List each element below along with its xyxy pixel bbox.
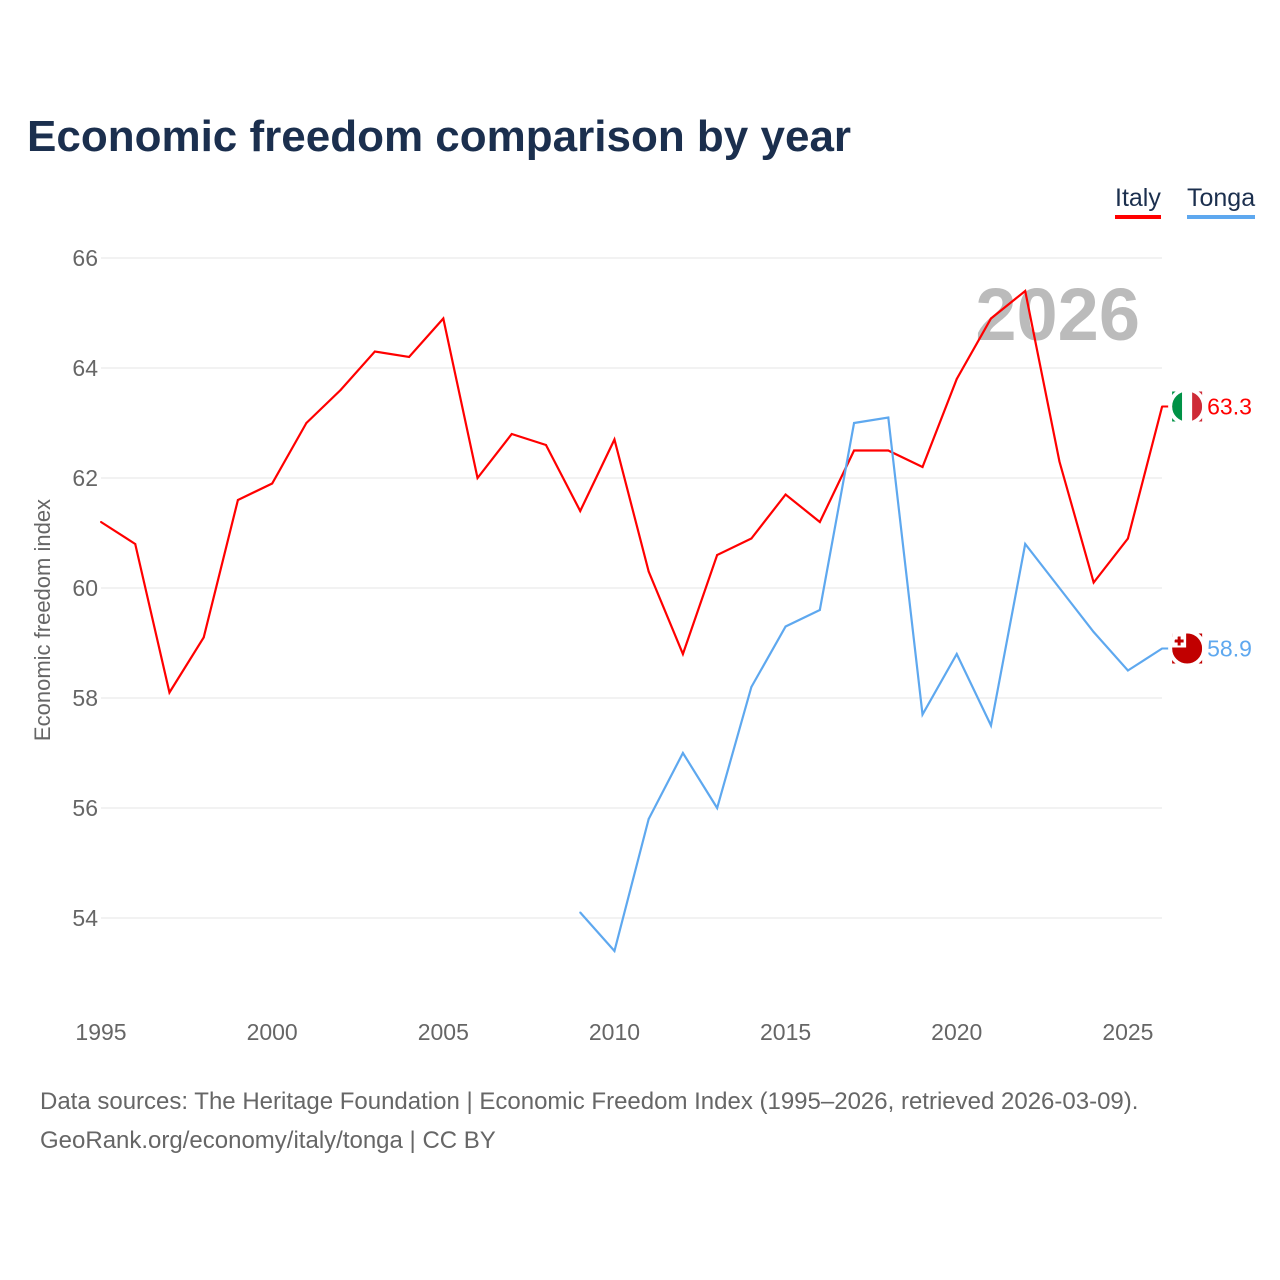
data-point — [853, 422, 856, 424]
data-point — [716, 554, 719, 556]
series-line-tonga — [579, 416, 1163, 954]
data-point — [955, 653, 958, 655]
data-point — [921, 713, 924, 716]
end-value-label: 58.9 — [1207, 636, 1252, 662]
series-line-italy — [100, 289, 1164, 696]
data-point — [271, 482, 274, 485]
data-point — [476, 477, 479, 479]
y-tick-label: 58 — [72, 685, 98, 711]
data-point — [1058, 460, 1061, 463]
data-point — [955, 378, 958, 380]
data-point — [1126, 537, 1129, 540]
data-point — [750, 686, 753, 688]
data-point — [305, 422, 308, 424]
data-point — [236, 499, 239, 501]
flag-italy-icon — [1172, 391, 1183, 422]
data-point — [373, 350, 376, 353]
end-value-label: 63.3 — [1207, 394, 1252, 420]
data-point — [784, 493, 787, 496]
data-point — [510, 433, 513, 435]
year-watermark: 2026 — [975, 273, 1140, 356]
data-point — [613, 438, 616, 441]
data-point — [134, 543, 137, 545]
data-point — [168, 691, 171, 694]
data-point — [202, 636, 205, 639]
x-tick-label: 2020 — [931, 1019, 982, 1045]
data-point — [647, 570, 650, 573]
source-line: Data sources: The Heritage Foundation | … — [40, 1088, 1139, 1115]
data-point — [921, 466, 924, 468]
data-point — [339, 389, 342, 391]
data-point — [750, 537, 753, 540]
data-point — [100, 521, 102, 523]
y-tick-label: 62 — [72, 465, 98, 491]
data-point — [853, 449, 856, 452]
y-tick-label: 64 — [72, 355, 98, 381]
y-tick-label: 66 — [72, 245, 98, 271]
url-line: GeoRank.org/economy/italy/tonga | CC BY — [40, 1127, 496, 1154]
data-point — [579, 510, 582, 512]
flag-mask — [1168, 387, 1207, 426]
y-tick-label: 54 — [72, 905, 98, 931]
flag-mask — [1168, 629, 1207, 668]
legend-tonga[interactable]: Tonga — [1187, 184, 1256, 219]
data-point — [1024, 543, 1027, 545]
data-point — [818, 521, 821, 523]
data-point — [1024, 290, 1027, 292]
data-point — [579, 911, 582, 914]
flag-tonga-icon — [1174, 639, 1184, 643]
chart-title: Economic freedom comparison by year — [27, 112, 852, 161]
data-point — [544, 444, 547, 446]
data-point — [1092, 631, 1095, 633]
x-tick-label: 2010 — [589, 1019, 640, 1045]
y-tick-label: 56 — [72, 795, 98, 821]
x-tick-label: 1995 — [75, 1019, 126, 1045]
data-point — [716, 807, 719, 809]
data-point — [647, 818, 650, 820]
data-point — [408, 356, 411, 358]
data-point — [887, 449, 890, 452]
data-point — [818, 609, 821, 611]
data-point — [887, 416, 890, 419]
data-point — [989, 317, 992, 320]
x-tick-label: 2015 — [760, 1019, 811, 1045]
x-tick-label: 2000 — [247, 1019, 298, 1045]
data-point — [989, 724, 992, 727]
data-point — [784, 625, 787, 628]
data-point — [442, 317, 445, 320]
data-point — [681, 653, 684, 655]
x-tick-label: 2025 — [1102, 1019, 1153, 1045]
data-point — [1092, 581, 1095, 584]
data-point — [1058, 587, 1061, 589]
y-axis-label: Economic freedom index — [30, 499, 55, 741]
data-point — [1126, 669, 1129, 672]
flag-italy-icon — [1182, 391, 1193, 422]
y-tick-label: 60 — [72, 575, 98, 601]
flag-italy-icon — [1192, 391, 1203, 422]
data-point — [681, 752, 684, 754]
x-tick-label: 2005 — [418, 1019, 469, 1045]
data-point — [613, 950, 616, 952]
legend-italy[interactable]: Italy — [1115, 184, 1161, 219]
